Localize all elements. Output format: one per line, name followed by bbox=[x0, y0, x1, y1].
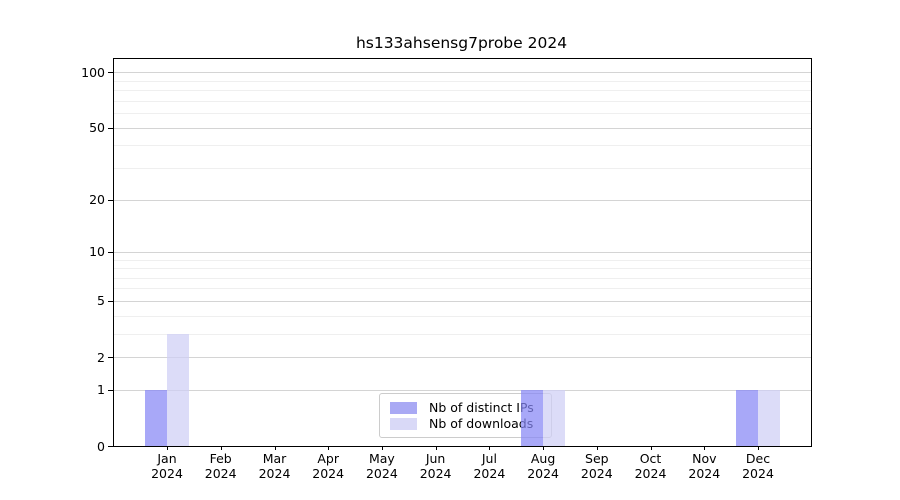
y-tick-mark-0 bbox=[108, 446, 113, 447]
gridline-minor-7 bbox=[114, 277, 811, 279]
y-tick-label: 20 bbox=[89, 192, 105, 207]
legend-label-downloads: Nb of downloads bbox=[429, 416, 534, 431]
gridline-major-10 bbox=[114, 251, 811, 253]
y-tick-label: 10 bbox=[89, 244, 105, 260]
x-tick-label: Mar 2024 bbox=[258, 451, 291, 481]
gridline-minor-3 bbox=[114, 333, 811, 335]
y-tick-mark-1 bbox=[108, 389, 113, 391]
y-tick-label: 0 bbox=[97, 438, 105, 454]
plot-area: Nb of distinct IPs Nb of downloads bbox=[113, 58, 812, 447]
gridline-minor-80 bbox=[114, 90, 811, 92]
y-tick-mark-50 bbox=[108, 127, 113, 129]
bar-downloads-aug bbox=[543, 389, 566, 446]
legend-swatch-ips bbox=[390, 401, 417, 414]
y-tick-mark-100 bbox=[108, 72, 113, 74]
x-tick-label: Nov 2024 bbox=[688, 451, 721, 481]
x-tick-mark-6 bbox=[435, 446, 437, 450]
x-tick-label: Jun 2024 bbox=[419, 451, 452, 481]
x-tick-mark-12 bbox=[758, 446, 759, 450]
legend-item-downloads: Nb of downloads bbox=[390, 416, 543, 431]
x-tick-mark-11 bbox=[704, 446, 706, 450]
bar-ips-dec bbox=[736, 389, 758, 446]
x-tick-mark-10 bbox=[650, 446, 652, 450]
gridline-major-2 bbox=[114, 357, 811, 358]
y-tick-label: 50 bbox=[89, 120, 105, 136]
gridline-major-50 bbox=[114, 127, 811, 129]
x-tick-mark-3 bbox=[274, 446, 276, 450]
x-tick-mark-4 bbox=[328, 446, 330, 450]
gridline-minor-90 bbox=[114, 80, 811, 82]
x-tick-mark-1 bbox=[167, 446, 168, 450]
x-tick-label: Jul 2024 bbox=[473, 451, 506, 481]
y-tick-label: 5 bbox=[97, 293, 105, 309]
x-tick-label: Oct 2024 bbox=[634, 451, 667, 481]
y-tick-label: 2 bbox=[97, 349, 105, 365]
x-tick-label: Jan 2024 bbox=[151, 451, 183, 481]
y-tick-mark-2 bbox=[108, 357, 113, 358]
y-tick-mark-20 bbox=[108, 199, 113, 201]
x-tick-mark-8 bbox=[543, 446, 545, 450]
gridline-minor-60 bbox=[114, 113, 811, 115]
y-tick-label: 1 bbox=[97, 382, 105, 398]
gridline-minor-8 bbox=[114, 268, 811, 270]
x-tick-label: Feb 2024 bbox=[204, 451, 237, 481]
x-tick-label: Sep 2024 bbox=[580, 451, 613, 481]
gridline-minor-40 bbox=[114, 145, 811, 147]
bar-downloads-dec bbox=[758, 389, 780, 446]
gridline-major-20 bbox=[114, 199, 811, 201]
bar-ips-jan bbox=[145, 389, 167, 446]
y-tick-mark-5 bbox=[108, 300, 113, 302]
bar-ips-aug bbox=[521, 389, 544, 446]
x-tick-label: Aug 2024 bbox=[527, 451, 559, 481]
legend-swatch-downloads bbox=[390, 417, 417, 430]
gridline-minor-4 bbox=[114, 315, 811, 317]
legend-label-ips: Nb of distinct IPs bbox=[429, 400, 534, 415]
x-tick-label: Apr 2024 bbox=[312, 451, 345, 481]
x-tick-label: Dec 2024 bbox=[742, 451, 774, 481]
x-tick-mark-2 bbox=[220, 446, 222, 450]
gridline-minor-30 bbox=[114, 167, 811, 169]
y-tick-mark-10 bbox=[108, 251, 113, 253]
chart-title: hs133ahsensg7probe 2024 bbox=[355, 34, 568, 52]
x-tick-mark-9 bbox=[596, 446, 598, 450]
x-tick-label: May 2024 bbox=[365, 451, 398, 481]
gridline-major-5 bbox=[114, 300, 811, 302]
y-tick-label: 100 bbox=[81, 64, 105, 80]
gridline-minor-70 bbox=[114, 100, 811, 102]
gridline-major-100 bbox=[114, 72, 811, 74]
x-tick-mark-7 bbox=[489, 446, 491, 450]
gridline-minor-9 bbox=[114, 259, 811, 261]
gridline-major-1 bbox=[114, 389, 811, 391]
gridline-minor-6 bbox=[114, 288, 811, 290]
x-tick-mark-5 bbox=[381, 446, 383, 450]
legend-item-ips: Nb of distinct IPs bbox=[390, 400, 543, 415]
bar-downloads-jan bbox=[167, 333, 189, 446]
